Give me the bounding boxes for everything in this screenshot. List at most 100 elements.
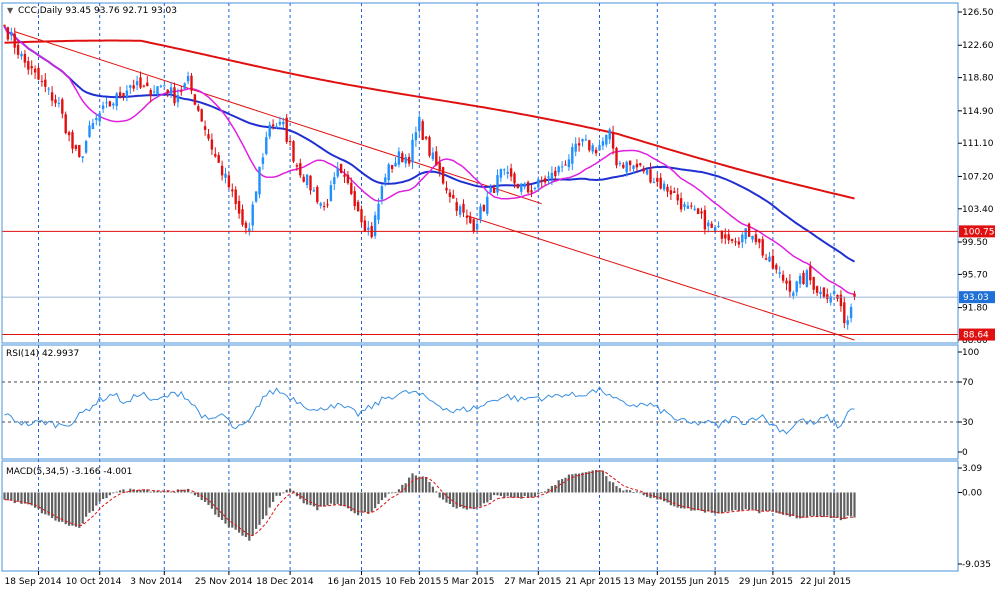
- macd-histogram-bar: [550, 485, 553, 493]
- date-tick-label: 16 Jan 2015: [328, 577, 382, 587]
- macd-histogram-bar: [530, 492, 533, 498]
- candle: [197, 103, 200, 112]
- macd-histogram-bar: [612, 482, 615, 493]
- candle: [27, 56, 30, 75]
- macd-histogram-bar: [258, 492, 261, 525]
- price-tick-label: 122.60: [962, 41, 994, 51]
- candle: [214, 147, 217, 158]
- macd-histogram-bar: [112, 492, 115, 494]
- candle-body: [61, 99, 64, 114]
- candle: [530, 185, 533, 198]
- candle: [47, 86, 50, 96]
- price-tick-label: 91.80: [962, 304, 988, 314]
- candle-body: [567, 159, 571, 168]
- candle-body: [295, 165, 299, 167]
- macd-histogram-bar: [44, 492, 47, 515]
- macd-histogram-bar: [472, 492, 475, 510]
- candle: [135, 75, 139, 91]
- macd-histogram-bar: [85, 492, 88, 517]
- candle: [6, 26, 10, 42]
- candle: [465, 209, 469, 225]
- candle: [785, 277, 788, 291]
- candle: [496, 169, 499, 196]
- upper-trendline[interactable]: [14, 31, 542, 205]
- candle: [591, 143, 594, 155]
- candle-body: [180, 90, 183, 92]
- macd-histogram-bar: [646, 492, 649, 497]
- candle-body: [608, 129, 611, 140]
- candle-body: [758, 238, 761, 243]
- candle: [200, 108, 203, 122]
- macd-histogram-bar: [289, 488, 292, 493]
- macd-histogram-bar: [78, 492, 81, 528]
- candle: [475, 221, 479, 233]
- candle-body: [424, 136, 428, 139]
- candle-body: [390, 165, 394, 169]
- candle: [350, 177, 353, 196]
- candle-body: [16, 44, 20, 55]
- macd-histogram-bar: [10, 492, 13, 501]
- candle: [16, 40, 20, 59]
- candle-body: [635, 163, 639, 168]
- candle: [486, 191, 489, 217]
- macd-histogram-bar: [785, 492, 788, 516]
- candle: [499, 168, 503, 183]
- macd-histogram-bar: [489, 492, 492, 501]
- macd-histogram-bar: [615, 486, 618, 493]
- candle: [584, 134, 588, 141]
- candle-body: [628, 160, 632, 166]
- candle: [258, 166, 261, 199]
- rsi-tick-label: 30: [962, 418, 974, 428]
- candle: [503, 168, 506, 176]
- candle: [435, 146, 438, 166]
- candle: [537, 176, 540, 192]
- macd-histogram-bar: [363, 492, 366, 513]
- macd-histogram-bar: [799, 492, 802, 519]
- candle-body: [30, 66, 33, 69]
- candle: [302, 174, 305, 183]
- lower-trendline[interactable]: [466, 215, 855, 341]
- candle: [492, 184, 496, 194]
- candle-body: [761, 239, 764, 256]
- macd-histogram-bar: [142, 489, 145, 493]
- candle-body: [13, 33, 16, 48]
- macd-histogram-bar: [520, 492, 523, 499]
- candle-body: [720, 230, 724, 239]
- macd-histogram-bar: [686, 492, 689, 509]
- candle: [605, 134, 608, 148]
- candle: [146, 76, 149, 87]
- candle-body: [659, 177, 662, 189]
- collapse-triangle-icon[interactable]: ▼: [7, 6, 14, 15]
- macd-histogram-bar: [207, 492, 210, 505]
- macd-histogram-bar: [527, 492, 530, 498]
- candle-body: [387, 164, 390, 181]
- macd-histogram-bar: [642, 492, 645, 496]
- candle-body: [669, 190, 673, 195]
- candle-body: [775, 264, 778, 270]
- macd-histogram-bar: [703, 492, 706, 513]
- macd-histogram-bar: [724, 492, 727, 513]
- macd-histogram-bar: [571, 474, 574, 493]
- candle: [176, 88, 180, 108]
- macd-histogram-bar: [173, 492, 176, 494]
- candle-body: [139, 77, 142, 88]
- macd-histogram-bar: [775, 492, 778, 513]
- horizontal-lines[interactable]: [2, 230, 958, 336]
- candle: [843, 296, 846, 329]
- candle: [363, 215, 367, 233]
- macd-histogram-bar: [255, 492, 258, 529]
- candle: [469, 211, 472, 224]
- macd-histogram-bar: [663, 492, 666, 502]
- macd-histogram-bar: [465, 492, 468, 510]
- candle-body: [843, 302, 846, 324]
- candle-body: [377, 203, 380, 220]
- candle-body: [448, 192, 452, 198]
- macd-histogram-bar: [632, 491, 635, 493]
- price-tick-label: 114.90: [962, 107, 994, 117]
- candle: [509, 163, 513, 182]
- candle: [414, 126, 418, 147]
- macd-histogram-bar: [741, 492, 744, 511]
- macd-histogram-bar: [598, 470, 601, 493]
